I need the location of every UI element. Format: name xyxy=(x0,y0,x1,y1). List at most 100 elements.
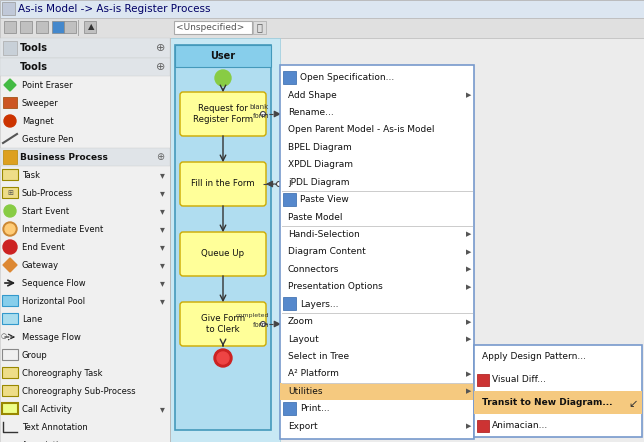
Text: Handi-Selection: Handi-Selection xyxy=(288,230,360,239)
Text: Apply Design Pattern...: Apply Design Pattern... xyxy=(482,352,586,361)
Circle shape xyxy=(5,224,15,234)
Circle shape xyxy=(217,352,229,364)
Polygon shape xyxy=(3,258,17,272)
FancyBboxPatch shape xyxy=(283,71,296,84)
Text: ▶: ▶ xyxy=(466,423,471,429)
FancyBboxPatch shape xyxy=(174,21,252,34)
Text: ▾: ▾ xyxy=(160,170,165,180)
Text: Start Event: Start Event xyxy=(22,206,69,216)
Text: Lane: Lane xyxy=(22,315,43,324)
Text: Queue Up: Queue Up xyxy=(202,249,245,259)
FancyBboxPatch shape xyxy=(52,21,64,33)
FancyBboxPatch shape xyxy=(170,38,171,442)
Text: ▾: ▾ xyxy=(160,260,165,270)
Text: completed: completed xyxy=(236,313,269,319)
Text: ▶: ▶ xyxy=(466,249,471,255)
Circle shape xyxy=(261,321,265,327)
FancyBboxPatch shape xyxy=(283,402,296,415)
Circle shape xyxy=(4,205,16,217)
Text: Animacian...: Animacian... xyxy=(492,421,548,430)
Text: Open Parent Model - As-is Model: Open Parent Model - As-is Model xyxy=(288,126,435,134)
Polygon shape xyxy=(4,79,16,91)
FancyBboxPatch shape xyxy=(2,367,18,378)
FancyBboxPatch shape xyxy=(2,295,18,306)
Text: ▾: ▾ xyxy=(160,296,165,306)
Text: ▶: ▶ xyxy=(466,371,471,377)
Text: Sweeper: Sweeper xyxy=(22,99,59,107)
Text: Layout: Layout xyxy=(288,335,319,343)
FancyBboxPatch shape xyxy=(0,0,644,18)
Text: Presentation Options: Presentation Options xyxy=(288,282,383,291)
FancyBboxPatch shape xyxy=(2,403,18,414)
FancyBboxPatch shape xyxy=(474,345,642,437)
Text: ▾: ▾ xyxy=(160,188,165,198)
Text: End Event: End Event xyxy=(22,243,65,251)
Text: Horizontal Pool: Horizontal Pool xyxy=(22,297,85,305)
Text: Zoom: Zoom xyxy=(288,317,314,326)
Text: Point Eraser: Point Eraser xyxy=(22,80,73,89)
Text: ⊕: ⊕ xyxy=(156,62,166,72)
FancyBboxPatch shape xyxy=(477,419,489,431)
Text: ▲: ▲ xyxy=(88,23,95,31)
Text: Sub-Process: Sub-Process xyxy=(22,188,73,198)
Text: Fill in the Form: Fill in the Form xyxy=(191,179,255,188)
FancyBboxPatch shape xyxy=(280,383,474,400)
Text: ▾: ▾ xyxy=(160,278,165,288)
FancyBboxPatch shape xyxy=(0,58,170,76)
FancyBboxPatch shape xyxy=(477,373,489,385)
Text: Utilities: Utilities xyxy=(288,387,323,396)
FancyBboxPatch shape xyxy=(280,65,474,439)
Text: Gateway: Gateway xyxy=(22,260,59,270)
FancyBboxPatch shape xyxy=(0,148,170,166)
Circle shape xyxy=(3,222,17,236)
FancyBboxPatch shape xyxy=(2,385,18,396)
Text: ▾: ▾ xyxy=(160,224,165,234)
Text: Sequence Flow: Sequence Flow xyxy=(22,278,86,287)
FancyBboxPatch shape xyxy=(180,162,266,206)
Text: ▶: ▶ xyxy=(466,336,471,342)
Text: blank: blank xyxy=(250,104,269,110)
Text: form: form xyxy=(252,322,269,328)
Text: Magnet: Magnet xyxy=(22,117,53,126)
Text: Paste Model: Paste Model xyxy=(288,213,343,221)
Circle shape xyxy=(214,349,232,367)
Text: Visual Diff...: Visual Diff... xyxy=(492,375,546,384)
Text: ▶: ▶ xyxy=(466,389,471,394)
Text: As-is Model -> As-is Register Process: As-is Model -> As-is Register Process xyxy=(18,4,211,14)
Text: XPDL Diagram: XPDL Diagram xyxy=(288,160,353,169)
FancyBboxPatch shape xyxy=(180,302,266,346)
Text: Print...: Print... xyxy=(300,404,330,413)
Text: form: form xyxy=(252,113,269,119)
FancyBboxPatch shape xyxy=(175,45,271,430)
Text: Intermediate Event: Intermediate Event xyxy=(22,225,103,233)
Text: Task: Task xyxy=(22,171,40,179)
FancyBboxPatch shape xyxy=(78,20,79,36)
Text: ○: ○ xyxy=(1,333,7,339)
Text: Choreography Sub-Process: Choreography Sub-Process xyxy=(22,386,136,396)
Text: Add Shape: Add Shape xyxy=(288,91,337,99)
FancyBboxPatch shape xyxy=(253,21,266,34)
Text: ⊕: ⊕ xyxy=(156,43,166,53)
FancyBboxPatch shape xyxy=(2,169,18,180)
Text: ↙: ↙ xyxy=(628,400,638,409)
Text: ▶: ▶ xyxy=(466,319,471,325)
Text: Text Annotation: Text Annotation xyxy=(22,423,88,431)
Text: Call Activity: Call Activity xyxy=(22,404,72,414)
Text: Transit to New Diagram...: Transit to New Diagram... xyxy=(482,398,612,407)
FancyBboxPatch shape xyxy=(3,150,17,164)
Text: ▾: ▾ xyxy=(160,440,165,442)
Text: Give Form
to Clerk: Give Form to Clerk xyxy=(201,314,245,334)
FancyBboxPatch shape xyxy=(3,41,17,55)
Text: jPDL Diagram: jPDL Diagram xyxy=(288,178,350,187)
Text: ⊕: ⊕ xyxy=(156,152,164,162)
Text: Group: Group xyxy=(22,351,48,359)
Text: Gesture Pen: Gesture Pen xyxy=(22,134,73,144)
Text: Open Specification...: Open Specification... xyxy=(300,73,394,82)
Text: ▶: ▶ xyxy=(466,92,471,98)
Circle shape xyxy=(4,115,16,127)
Text: Message Flow: Message Flow xyxy=(22,332,81,342)
Circle shape xyxy=(276,182,281,187)
FancyBboxPatch shape xyxy=(175,45,271,67)
Text: Select in Tree: Select in Tree xyxy=(288,352,349,361)
Text: Rename...: Rename... xyxy=(288,108,334,117)
